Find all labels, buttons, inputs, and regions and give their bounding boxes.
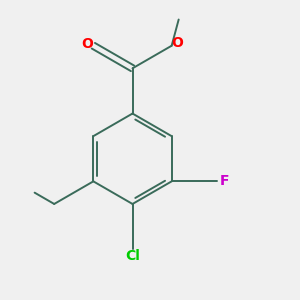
Text: Cl: Cl (125, 250, 140, 263)
Text: O: O (171, 36, 183, 50)
Text: O: O (81, 37, 93, 51)
Text: F: F (219, 174, 229, 188)
